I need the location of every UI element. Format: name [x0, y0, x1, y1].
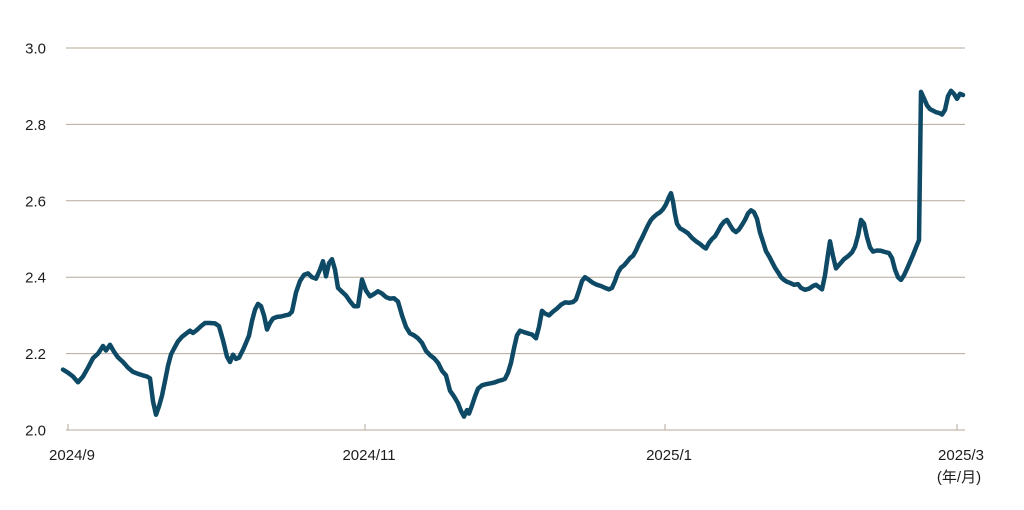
- x-tick-label: 2025/1: [646, 447, 692, 464]
- x-axis-ticks: [67, 424, 958, 430]
- x-axis-labels: 2024/9 2024/11 2025/1 2025/3: [49, 447, 984, 464]
- x-tick-label: 2024/9: [49, 447, 95, 464]
- y-tick-label: 2.0: [25, 423, 46, 440]
- y-tick-label: 3.0: [25, 41, 46, 58]
- y-tick-label: 2.8: [25, 117, 46, 134]
- x-tick-label: 2024/11: [342, 447, 395, 464]
- y-tick-label: 2.4: [25, 270, 46, 287]
- x-axis-unit-note: (年/月): [937, 469, 981, 486]
- gridlines: [66, 47, 965, 431]
- y-tick-label: 2.2: [25, 346, 46, 363]
- series-line: [60, 88, 966, 419]
- y-axis-labels: 3.0 2.8 2.6 2.4 2.2 2.0: [25, 41, 46, 440]
- y-tick-label: 2.6: [25, 193, 46, 210]
- x-tick-label: 2025/3: [938, 447, 984, 464]
